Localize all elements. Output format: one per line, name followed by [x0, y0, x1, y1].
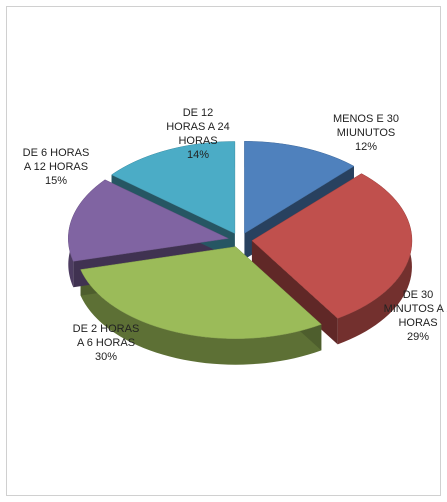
percent-label: 29%	[406, 331, 430, 343]
pie-slice	[68, 179, 230, 262]
category-label: DE 12 HORAS A 24 HORAS	[166, 107, 230, 147]
category-label: DE 30 MINUTOS A 2 HORAS	[383, 289, 447, 329]
pie-slice	[244, 141, 355, 234]
slice-wall	[251, 240, 338, 345]
slice-side	[80, 269, 322, 365]
percent-label: 14%	[186, 149, 210, 161]
category-label: MENOS E 30 MIUNUTOS	[332, 113, 400, 139]
percent-label: 15%	[44, 175, 68, 187]
pie-slice	[251, 173, 413, 319]
data-label: MENOS E 30 MIUNUTOS 12%	[330, 112, 402, 154]
data-label: DE 6 HORAS A 12 HORAS 15%	[20, 146, 92, 188]
category-label: DE 2 HORAS A 6 HORAS	[72, 323, 140, 349]
data-label: DE 12 HORAS A 24 HORAS 14%	[162, 106, 234, 162]
percent-label: 12%	[354, 141, 378, 153]
pie-slice	[111, 141, 236, 234]
data-label: DE 30 MINUTOS A 2 HORAS 29%	[382, 288, 447, 344]
data-label: DE 2 HORAS A 6 HORAS 30%	[70, 322, 142, 364]
category-label: DE 6 HORAS A 12 HORAS	[22, 147, 90, 173]
percent-label: 30%	[94, 351, 118, 363]
pie-slice	[80, 246, 322, 339]
